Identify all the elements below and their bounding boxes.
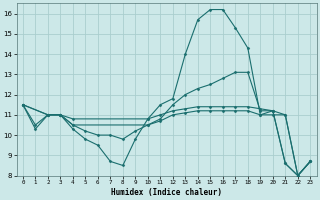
- X-axis label: Humidex (Indice chaleur): Humidex (Indice chaleur): [111, 188, 222, 197]
